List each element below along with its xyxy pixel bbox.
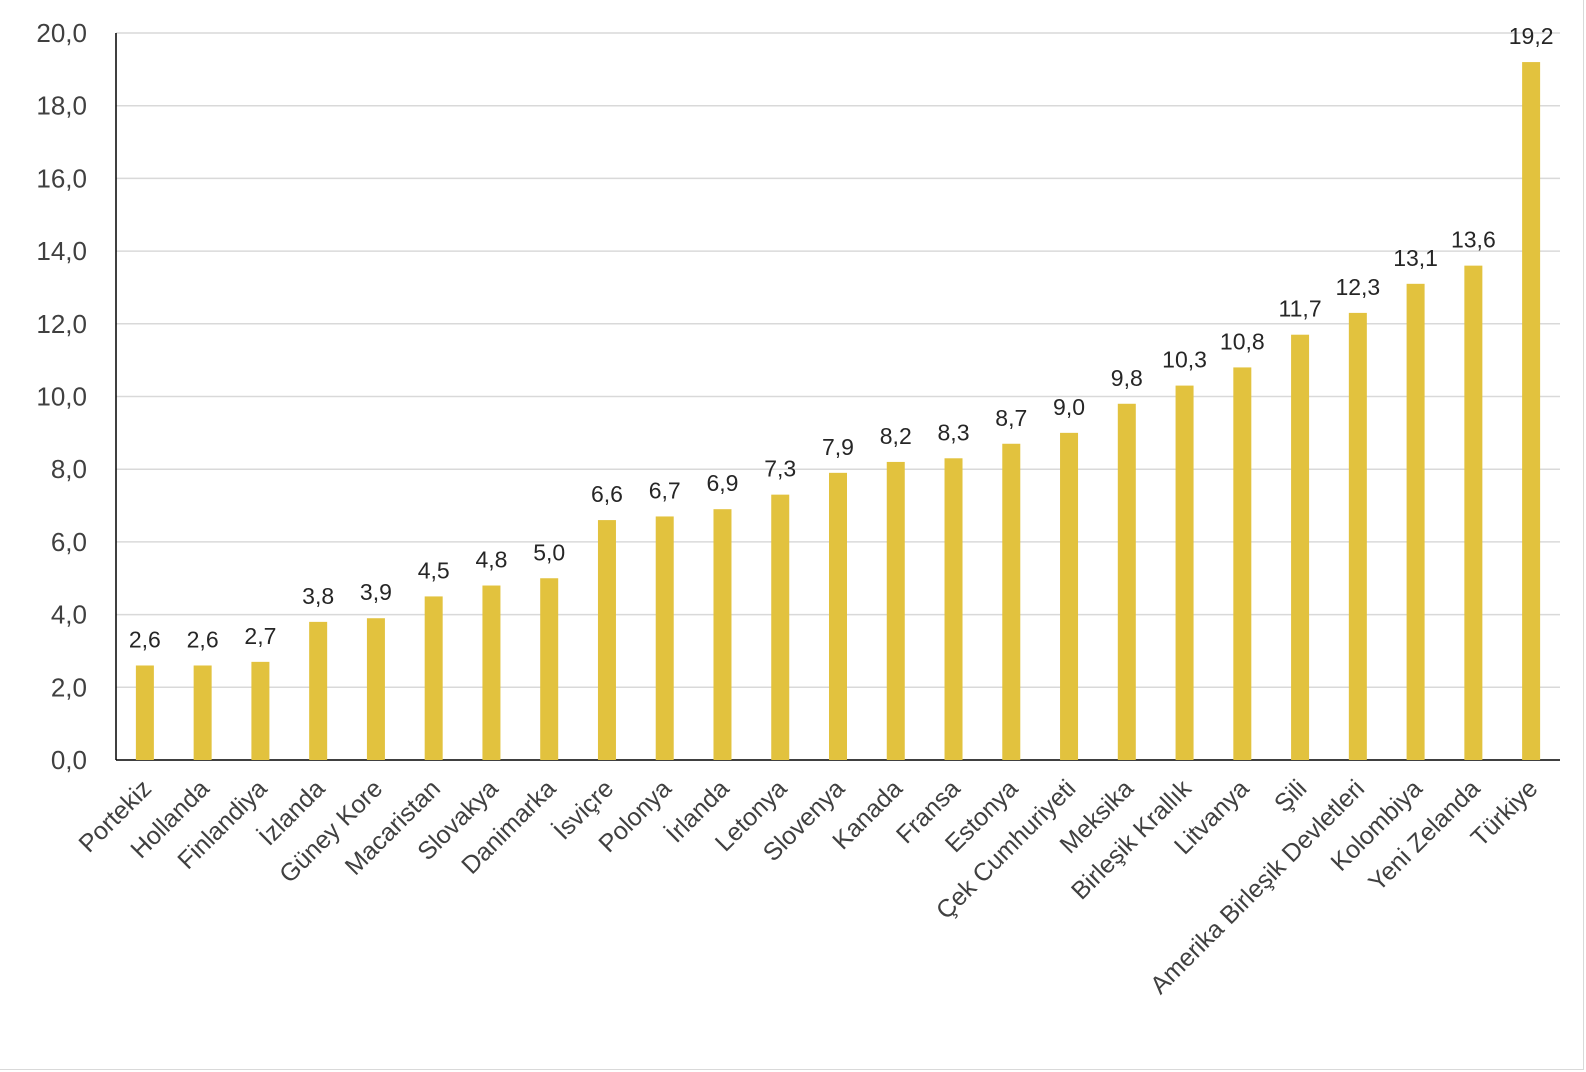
bar (193, 665, 212, 760)
bar (944, 458, 963, 760)
bar (1175, 385, 1194, 760)
data-label: 2,6 (129, 626, 161, 652)
data-label: 4,5 (418, 557, 450, 583)
y-tick-label: 8,0 (51, 454, 87, 484)
bar (829, 472, 847, 760)
data-label: 2,6 (187, 626, 219, 652)
data-label: 6,6 (591, 481, 623, 507)
data-label: 19,2 (1509, 23, 1554, 49)
data-label: 3,9 (360, 579, 392, 605)
y-tick-label: 14,0 (36, 236, 87, 266)
bar (1406, 283, 1425, 760)
bar (482, 585, 501, 760)
bar (540, 578, 559, 760)
data-label: 2,7 (244, 623, 276, 649)
data-label: 8,2 (880, 423, 912, 449)
bar (1464, 265, 1483, 760)
y-tick-label: 12,0 (36, 309, 87, 339)
bar (251, 661, 270, 760)
data-label: 10,8 (1220, 328, 1265, 354)
bar (1060, 432, 1079, 760)
bar (1002, 443, 1021, 760)
data-label: 9,0 (1053, 394, 1085, 420)
data-label: 8,7 (995, 405, 1027, 431)
bar (771, 494, 790, 760)
bar (1233, 367, 1252, 760)
y-tick-label: 2,0 (51, 672, 87, 702)
bar (1291, 334, 1310, 760)
bar (655, 516, 674, 760)
data-label: 3,8 (302, 583, 334, 609)
bar (424, 596, 443, 760)
bar (597, 520, 616, 760)
y-tick-label: 10,0 (36, 382, 87, 412)
data-label: 13,6 (1451, 227, 1496, 253)
data-label: 13,1 (1393, 245, 1438, 271)
data-label: 9,8 (1111, 365, 1143, 391)
data-label: 7,3 (764, 456, 796, 482)
data-label: 6,7 (649, 477, 681, 503)
bar (1348, 312, 1367, 760)
bar (309, 621, 328, 760)
bar (135, 665, 154, 760)
data-label: 5,0 (533, 539, 565, 565)
data-label: 11,7 (1279, 296, 1322, 322)
y-tick-label: 4,0 (51, 600, 87, 630)
data-label: 6,9 (706, 470, 738, 496)
y-tick-label: 20,0 (36, 18, 87, 48)
data-label: 7,9 (822, 434, 854, 460)
data-label: 4,8 (475, 547, 507, 573)
y-tick-label: 18,0 (36, 91, 87, 121)
bar (886, 461, 905, 760)
y-tick-label: 6,0 (51, 527, 87, 557)
x-category-label: Şili (1269, 774, 1312, 817)
bar (713, 509, 732, 760)
data-label: 10,3 (1162, 347, 1207, 373)
bar (366, 618, 385, 760)
y-tick-label: 0,0 (51, 745, 87, 775)
bar (1117, 403, 1136, 760)
data-label: 12,3 (1335, 274, 1380, 300)
bar (1522, 62, 1541, 760)
y-tick-label: 16,0 (36, 163, 87, 193)
data-label: 8,3 (938, 419, 970, 445)
